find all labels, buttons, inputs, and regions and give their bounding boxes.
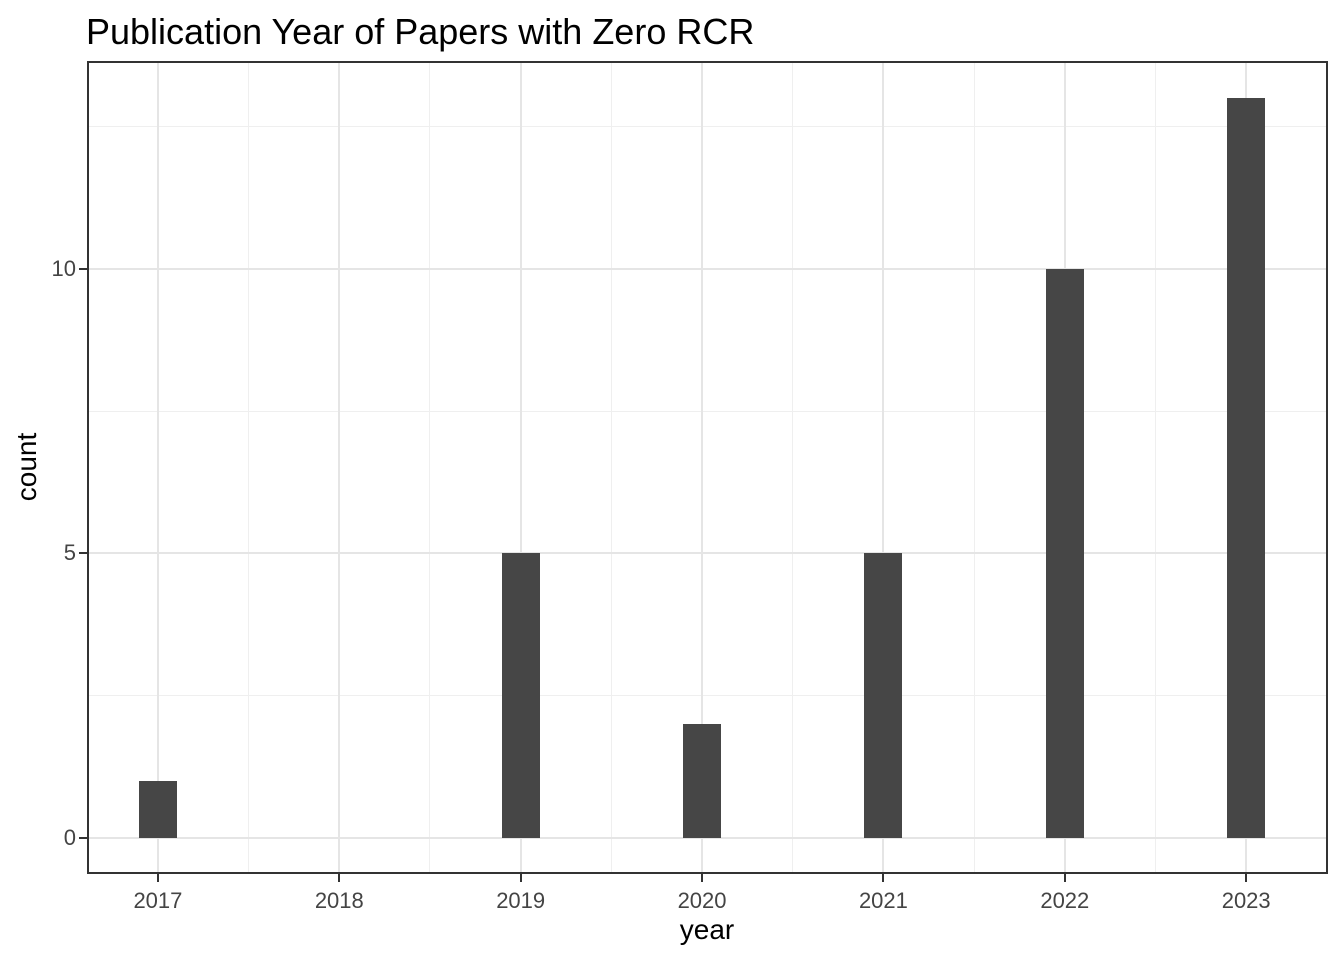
gridline-minor-vertical (1155, 63, 1156, 872)
y-tick-mark (79, 267, 87, 270)
x-tick-mark (1063, 874, 1066, 882)
bar-2017 (138, 780, 177, 838)
gridline-minor-vertical (610, 63, 612, 872)
x-tick-label: 2018 (314, 888, 364, 913)
bar-2022 (1045, 268, 1084, 838)
y-tick-mark (79, 836, 87, 839)
gridline-minor-vertical (792, 63, 794, 872)
bar-2023 (1227, 98, 1266, 838)
x-tick-mark (1245, 874, 1248, 882)
gridline-major-vertical (338, 63, 341, 872)
bar-2019 (501, 553, 540, 838)
gridline-minor-horizontal (89, 126, 1326, 128)
gridline-major-horizontal (89, 836, 1326, 839)
x-tick-mark (338, 874, 341, 882)
y-axis-title: count (11, 432, 42, 502)
gridline-minor-horizontal (89, 695, 1326, 697)
gridline-major-horizontal (89, 552, 1326, 555)
gridline-minor-horizontal (89, 410, 1326, 412)
gridline-minor-vertical (248, 63, 250, 872)
x-axis-title: year (679, 914, 735, 945)
gridline-major-vertical (156, 63, 159, 872)
bar-2021 (864, 553, 903, 838)
y-tick-label: 0 (63, 824, 76, 850)
x-tick-mark (701, 874, 704, 882)
y-tick-mark (79, 552, 87, 555)
bar-2020 (683, 724, 722, 838)
plot-panel (87, 61, 1328, 874)
x-tick-label: 2021 (858, 888, 908, 913)
gridline-major-vertical (882, 63, 885, 872)
y-tick-label: 10 (51, 255, 76, 281)
x-tick-label: 2020 (677, 888, 727, 913)
gridline-major-horizontal (89, 267, 1326, 270)
y-tick-label: 5 (63, 540, 76, 566)
chart-title: Publication Year of Papers with Zero RCR (86, 11, 755, 52)
gridline-major-vertical (701, 63, 704, 872)
x-tick-mark (156, 874, 159, 882)
x-tick-mark (519, 874, 522, 882)
gridline-minor-vertical (429, 63, 431, 872)
x-tick-mark (882, 874, 885, 882)
gridline-major-vertical (519, 63, 522, 872)
x-tick-label: 2022 (1040, 888, 1090, 913)
x-tick-label: 2023 (1221, 888, 1271, 913)
x-tick-label: 2017 (133, 888, 183, 913)
gridline-minor-vertical (973, 63, 975, 872)
x-tick-label: 2019 (496, 888, 546, 913)
